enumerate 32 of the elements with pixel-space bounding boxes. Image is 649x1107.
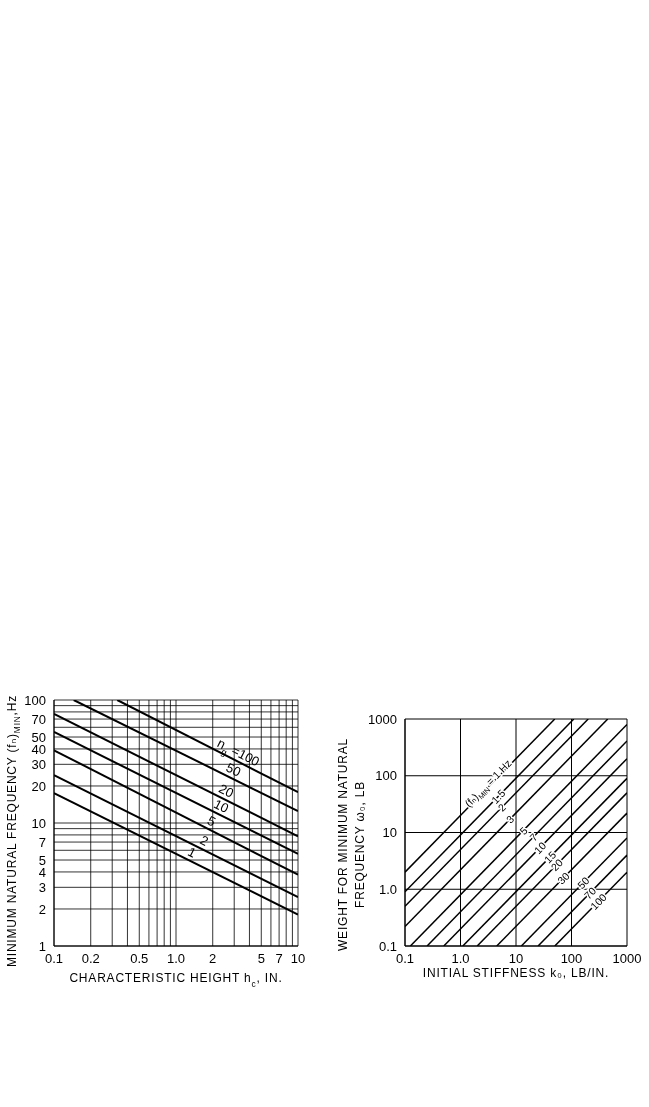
x-tick-label: 0.2 xyxy=(81,951,100,967)
x-tick-label: 1000 xyxy=(612,951,642,967)
y-tick-label: 7 xyxy=(38,834,46,850)
y-tick-label: 1 xyxy=(38,938,46,954)
y-axis-title: WEIGHT FOR MINIMUM NATURAL FREQUENCY ω₀, LB xyxy=(336,737,367,952)
x-tick-label: 10 xyxy=(508,951,524,967)
x-tick-label: 0.1 xyxy=(395,951,415,967)
y-tick-label: 20 xyxy=(31,778,46,794)
y-tick-label: 70 xyxy=(31,711,46,727)
x-tick-label: 0.5 xyxy=(130,951,149,967)
x-tick-label: 100 xyxy=(560,951,583,967)
x-tick-label: 5 xyxy=(257,951,265,967)
y-tick-label: 100 xyxy=(24,692,46,708)
y-tick-label: 0.1 xyxy=(378,938,397,954)
x-tick-label: 7 xyxy=(275,951,283,967)
text: 3 xyxy=(503,812,517,826)
x-tick-label: 2 xyxy=(209,951,217,967)
text: 1 xyxy=(185,843,199,861)
x-tick-label: 1.0 xyxy=(166,951,186,967)
y-tick-label: 2 xyxy=(38,901,46,917)
y-tick-label: 10 xyxy=(31,815,46,831)
y-tick-label: 100 xyxy=(375,768,397,784)
y-tick-label: 3 xyxy=(38,879,46,895)
y-tick-label: 1.0 xyxy=(378,881,397,897)
y-tick-label: 1000 xyxy=(368,711,397,727)
x-tick-label: 10 xyxy=(290,951,306,967)
x-axis-title: CHARACTERISTIC HEIGHT h$_{c}$, IN. xyxy=(69,971,283,989)
text: 2 xyxy=(197,832,211,850)
x-tick-label: 1.0 xyxy=(451,951,470,967)
y-tick-label: 30 xyxy=(31,756,46,772)
x-axis-title: INITIAL STIFFNESS k₀, LB/IN. xyxy=(422,966,610,980)
y-tick-label: 10 xyxy=(382,825,397,841)
